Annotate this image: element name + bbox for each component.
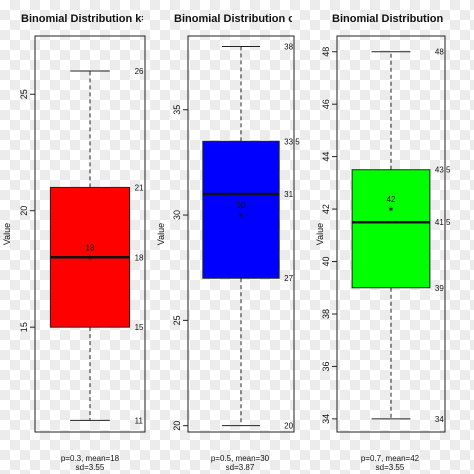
- panel-2-box: [202, 140, 280, 279]
- panel-3-ytick-label-42: 42: [321, 204, 331, 214]
- panel-3-ytick-label-44: 44: [321, 152, 331, 162]
- panel-1-q1-label: 15: [135, 323, 144, 332]
- panel-2-ytick-label-35: 35: [172, 105, 182, 115]
- panel-3-mean-marker: ✶: [388, 205, 395, 214]
- panel-2-mean-label: 30: [237, 201, 246, 210]
- panel-3-ytick-label-34: 34: [321, 414, 331, 424]
- panel-3-q3-label: 43.5: [435, 166, 451, 175]
- panel-2-ytick-label-25: 25: [172, 315, 182, 325]
- panel-3-median-label: 41.5: [435, 218, 451, 227]
- panel-1-title: Binomial Distribution k=60 p=.3: [21, 13, 185, 25]
- panel-1-ylabel: Value: [2, 223, 12, 245]
- panel-3-mean-label: 42: [387, 195, 396, 204]
- panel-1-mean-label: 18: [86, 243, 95, 252]
- panel-1-ytick-label-15: 15: [19, 322, 29, 332]
- panel-2-footer-line-1: p=0.5, mean=30: [211, 454, 270, 463]
- panel-3-ytick-label-36: 36: [321, 361, 331, 371]
- panel-2-min-label: 20: [284, 422, 293, 431]
- panel-2-footer-line-2: sd=3.87: [226, 463, 255, 472]
- panel-2-title: Binomial Distribution of k=60 p=.5: [174, 13, 352, 25]
- panel-3-q1-label: 39: [435, 284, 444, 293]
- panel-3-max-label: 48: [435, 48, 444, 57]
- panel-3-title: Binomial Distribution of k=60 p=.7: [332, 13, 474, 25]
- panel-2-q1-label: 27: [284, 274, 293, 283]
- panel-1-footer-line-2: sd=3.55: [76, 463, 105, 472]
- panel-2-ylabel: Value: [156, 223, 166, 245]
- panel-3-ytick-label-40: 40: [321, 257, 331, 267]
- panel-1-q3-label: 21: [135, 183, 144, 192]
- panel-2-mean-marker: ✶: [238, 211, 245, 220]
- panel-2-q3-label: 33.5: [284, 137, 300, 146]
- panel-3-box: [351, 169, 431, 289]
- panel-1-mean-marker: ✶: [87, 253, 94, 262]
- panel-3-footer-line-1: p=0.7, mean=42: [361, 454, 420, 463]
- panel-1-ytick-label-25: 25: [19, 89, 29, 99]
- panel-3-plot-frame: [336, 35, 446, 433]
- panel-3-ytick-label-46: 46: [321, 99, 331, 109]
- panel-1-footer-line-1: p=0.3, mean=18: [61, 454, 120, 463]
- panel-2-ytick-label-30: 30: [172, 210, 182, 220]
- panel-2-median-label: 31: [284, 190, 293, 199]
- panel-3-ylabel: Value: [315, 223, 325, 245]
- panel-2-plot-frame: [187, 35, 295, 433]
- panel-3-ytick-label-48: 48: [321, 47, 331, 57]
- panel-1-ytick-label-20: 20: [19, 206, 29, 216]
- panel-1-min-label: 11: [135, 416, 144, 425]
- panel-2-ytick-label-20: 20: [172, 421, 182, 431]
- panel-1-max-label: 26: [135, 67, 144, 76]
- panel-1-plot-frame: [34, 35, 146, 433]
- panel-2-max-label: 38: [284, 43, 293, 52]
- panel-3-min-label: 34: [435, 415, 444, 424]
- panel-3-footer-line-2: sd=3.55: [376, 463, 405, 472]
- panel-1-median-label: 18: [135, 253, 144, 262]
- panel-3-ytick-label-38: 38: [321, 309, 331, 319]
